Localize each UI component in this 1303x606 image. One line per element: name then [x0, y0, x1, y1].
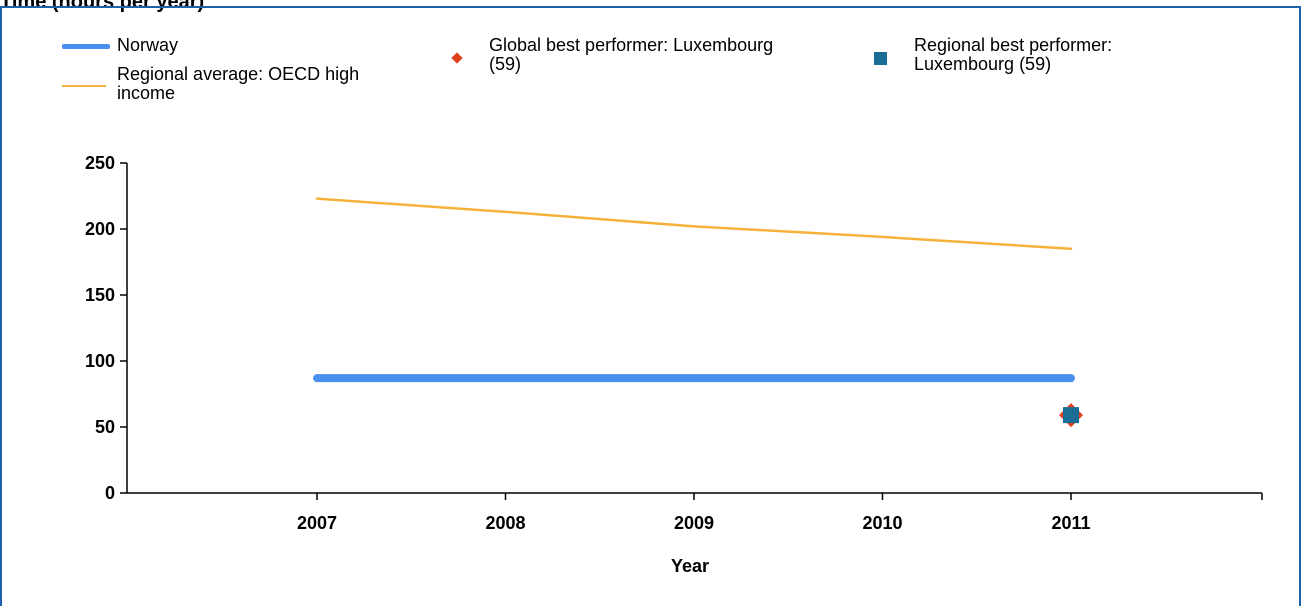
legend-label: Norway: [117, 35, 179, 55]
x-tick-label: 2008: [485, 513, 525, 533]
marker-regional-best: [1063, 407, 1079, 424]
legend-label: income: [117, 83, 176, 103]
x-axis-label: Year: [671, 556, 709, 576]
x-tick-label: 2009: [674, 513, 714, 533]
chart-frame: [0, 6, 1301, 606]
series-line-regional-average: [315, 197, 1073, 251]
y-tick-label: 100: [85, 351, 115, 371]
x-tick-label: 2007: [297, 513, 337, 533]
legend-label: Luxembourg (59): [914, 54, 1052, 74]
legend-label: (59): [489, 54, 522, 74]
x-tick-label: 2010: [862, 513, 902, 533]
y-tick-label: 200: [85, 219, 115, 239]
legend-swatch-line: [62, 44, 110, 49]
y-tick-label: 150: [85, 285, 115, 305]
x-tick-label: 2011: [1051, 513, 1090, 533]
y-tick-label: 50: [95, 417, 115, 437]
legend-label: Regional average: OECD high: [117, 64, 360, 84]
y-tick-label: 0: [105, 483, 115, 503]
legend-swatch-line: [62, 85, 106, 87]
legend-swatch-square: [874, 52, 887, 65]
legend-label: Global best performer: Luxembourg: [489, 35, 774, 55]
y-tick-label: 250: [85, 153, 115, 173]
legend-label: Regional best performer:: [914, 35, 1113, 55]
